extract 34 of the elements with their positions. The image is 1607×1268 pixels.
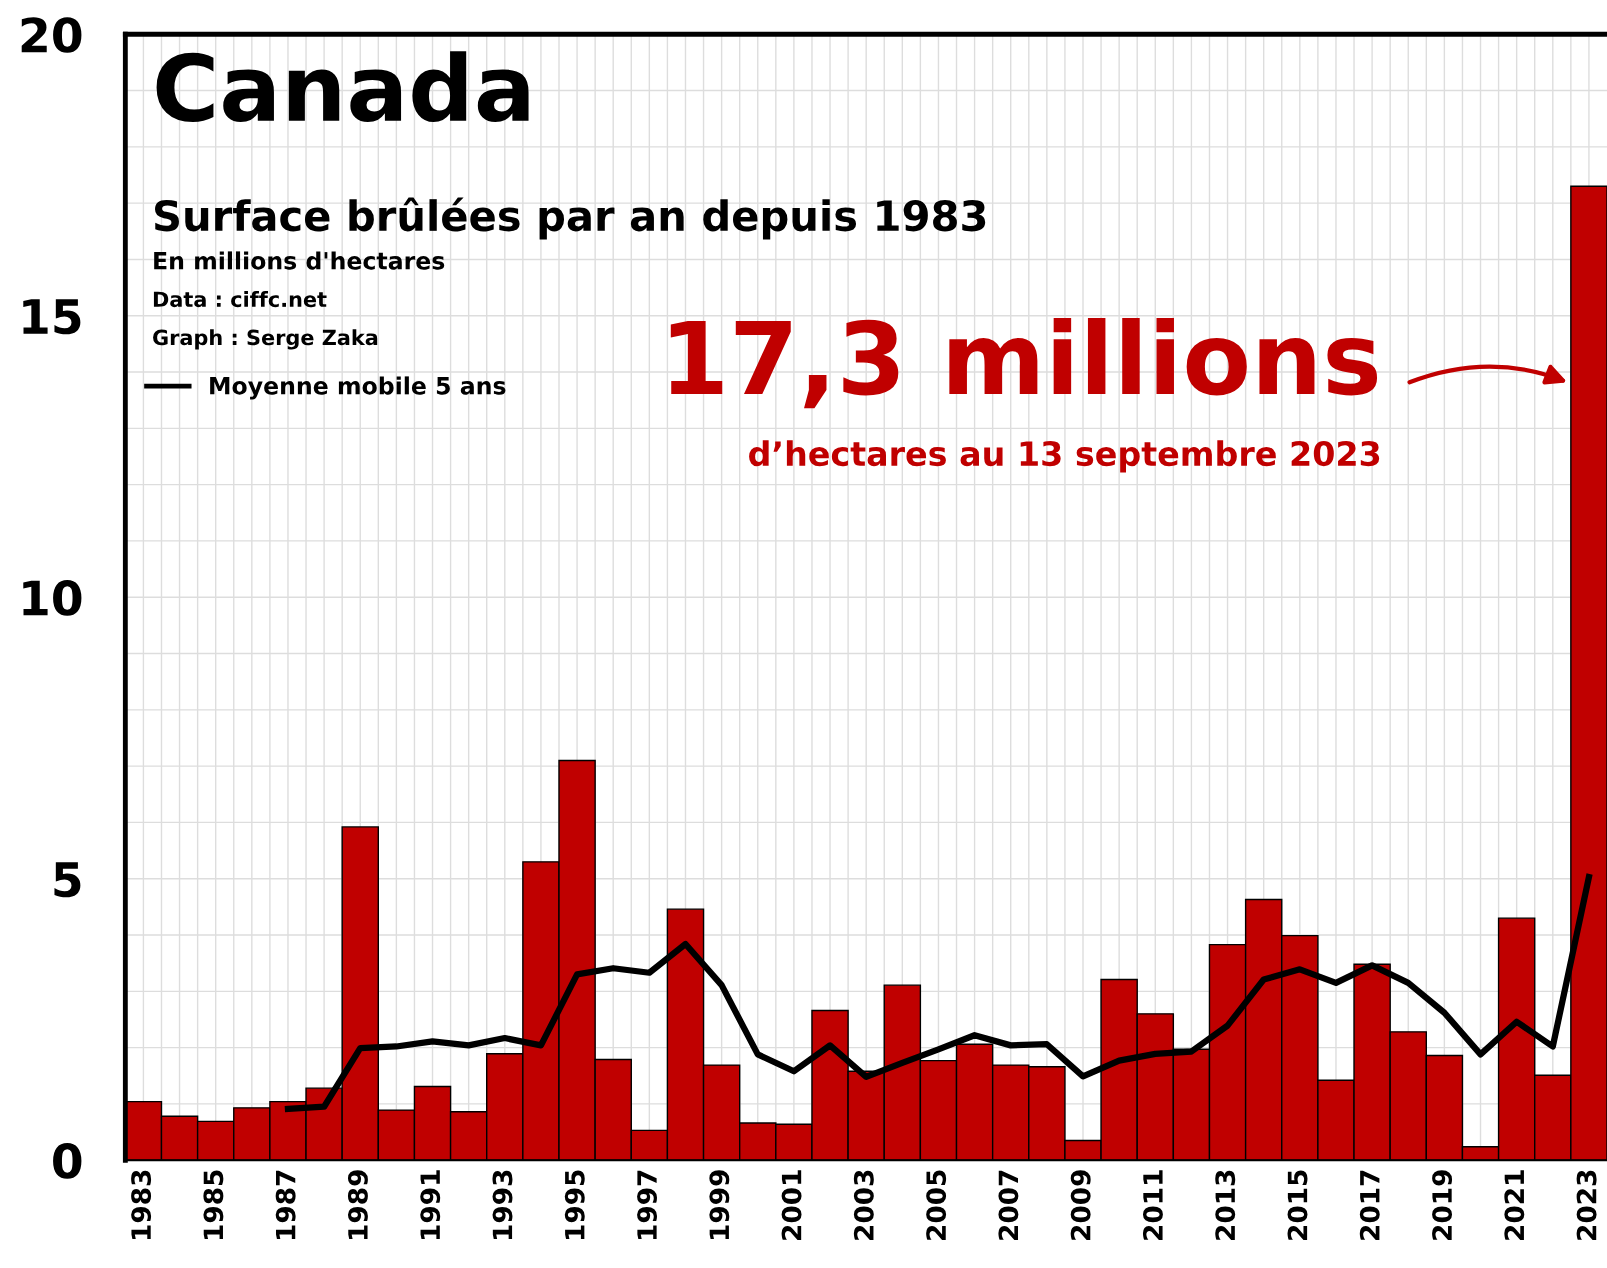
- y-tick-label: 15: [23, 299, 81, 335]
- y-tick-label: 10: [23, 580, 82, 616]
- legend-label: Moyenne mobile 5 ans: [210, 376, 506, 400]
- x-tick-label: 2007: [998, 1170, 1019, 1240]
- x-tick-label: 2003: [853, 1170, 874, 1240]
- annotation: En millions d'hectares: [154, 251, 445, 270]
- x-tick-label: 2001: [781, 1170, 802, 1240]
- annotation: Graph : Serge Zaka: [153, 329, 378, 350]
- x-tick-label: 1989: [347, 1170, 368, 1240]
- y-tick-label: 20: [21, 17, 82, 53]
- x-tick-label: 1997: [637, 1170, 657, 1240]
- x-tick-label: 1995: [564, 1170, 585, 1240]
- x-tick-label: 1991: [420, 1170, 441, 1240]
- x-tick-label: 2011: [1142, 1170, 1163, 1240]
- y-tick-label: 5: [54, 862, 81, 898]
- x-tick-label: 2017: [1359, 1170, 1380, 1240]
- x-tick-label: 2021: [1504, 1170, 1525, 1240]
- x-tick-label: 1999: [709, 1170, 730, 1240]
- x-tick-label: 1993: [492, 1170, 513, 1240]
- x-tick-label: 2005: [926, 1170, 947, 1240]
- x-tick-label: 1985: [203, 1170, 224, 1240]
- x-tick-label: 2015: [1287, 1170, 1308, 1240]
- text: Surface brûlées par an depuis 1983: [155, 197, 986, 240]
- x-tick-label: 2023: [1576, 1170, 1597, 1240]
- x-tick-label: 1983: [131, 1170, 152, 1240]
- x-tick-label: 2019: [1432, 1170, 1453, 1240]
- x-tick-label: 2013: [1215, 1170, 1236, 1240]
- annotation: d’hectares au 13 septembre 2023: [749, 440, 1380, 473]
- chart-title: Canada: [156, 51, 529, 123]
- x-tick-label: 1987: [275, 1170, 296, 1240]
- x-tick-label: 2009: [1070, 1170, 1091, 1240]
- y-tick-label: 0: [53, 1143, 82, 1179]
- annotation: Data : ciffc.net: [153, 291, 327, 308]
- annotation: 17,3 millions: [670, 318, 1378, 409]
